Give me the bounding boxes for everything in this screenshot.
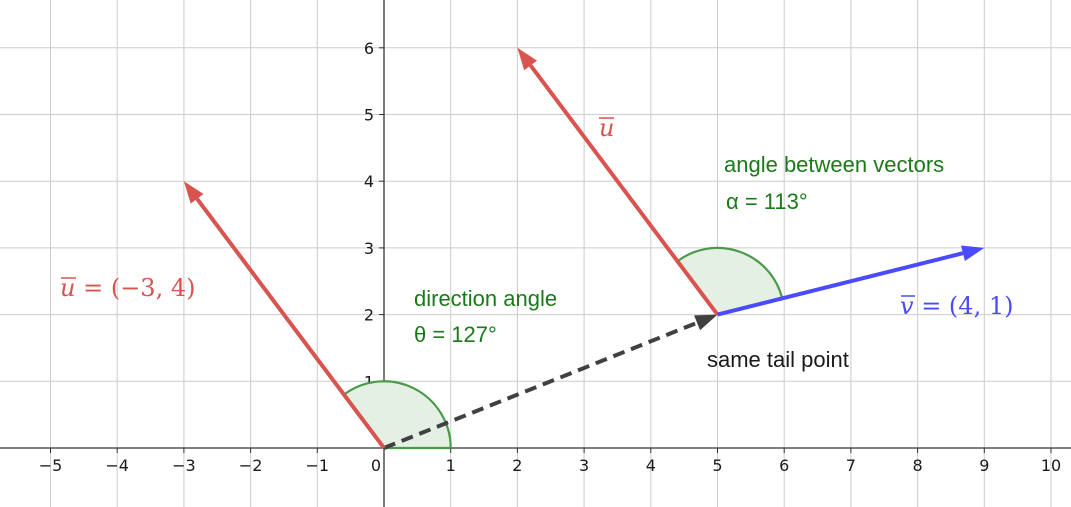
y-tick-label: 2	[364, 306, 374, 325]
tail-shift-vector-arrowhead	[694, 314, 718, 331]
u-vector-shifted-arrowhead	[517, 47, 537, 71]
x-tick-label: 5	[712, 456, 722, 475]
u-vector-shifted-shaft	[528, 64, 720, 316]
x-tick-label: 3	[579, 456, 589, 475]
x-tick-label: 6	[779, 456, 789, 475]
v-vector-arrowhead	[961, 245, 985, 261]
direction-angle-label: direction angle	[414, 286, 557, 311]
v-label-rest: = (4, 1)	[914, 292, 1014, 320]
y-tick-label: 5	[364, 106, 374, 125]
x-tick-label: 4	[646, 456, 656, 475]
x-tick-label: −2	[239, 456, 263, 475]
y-tick-label: 4	[364, 172, 374, 191]
alpha-arc	[676, 246, 784, 299]
v-vector-shaft	[717, 251, 964, 317]
u-shifted-label: u	[599, 114, 614, 142]
x-tick-label: 9	[979, 456, 989, 475]
alpha-value-label: α = 113°	[726, 189, 808, 214]
u-vector-origin-arrowhead	[183, 181, 204, 204]
v-label: v = (4, 1)	[900, 292, 1013, 320]
y-tick-label: 3	[364, 239, 374, 258]
x-tick-label: 1	[446, 456, 456, 475]
x-tick-label: 7	[846, 456, 856, 475]
x-tick-label: −3	[172, 456, 196, 475]
x-tick-label: −4	[105, 456, 129, 475]
x-tick-label: 8	[913, 456, 923, 475]
vectors	[183, 47, 985, 450]
tick-labels: −5 −4 −3 −2 −1 0 1 2 3 4 5 6 7 8 9 10 1 2 3 4 5 6	[39, 39, 1061, 475]
alpha-arc-fill	[677, 247, 783, 315]
x-tick-label: −1	[306, 456, 330, 475]
x-tick-label: 0	[371, 456, 381, 475]
same-tail-label: same tail point	[707, 347, 849, 372]
x-tick-label: −5	[39, 456, 63, 475]
theta-value-label: θ = 127°	[414, 322, 497, 347]
v-label-name: v	[900, 292, 914, 320]
u-origin-label-name: u	[60, 274, 75, 302]
y-tick-label: 1	[364, 372, 374, 391]
x-tick-label: 10	[1041, 456, 1061, 475]
x-tick-label: 2	[512, 456, 522, 475]
u-vector-origin-shaft	[195, 197, 386, 450]
u-origin-label-rest: = (−3, 4)	[75, 274, 195, 302]
angle-between-label: angle between vectors	[724, 152, 944, 177]
u-origin-label: u = (−3, 4)	[60, 274, 195, 302]
theta-arc	[343, 380, 452, 449]
y-tick-label: 6	[364, 39, 374, 58]
